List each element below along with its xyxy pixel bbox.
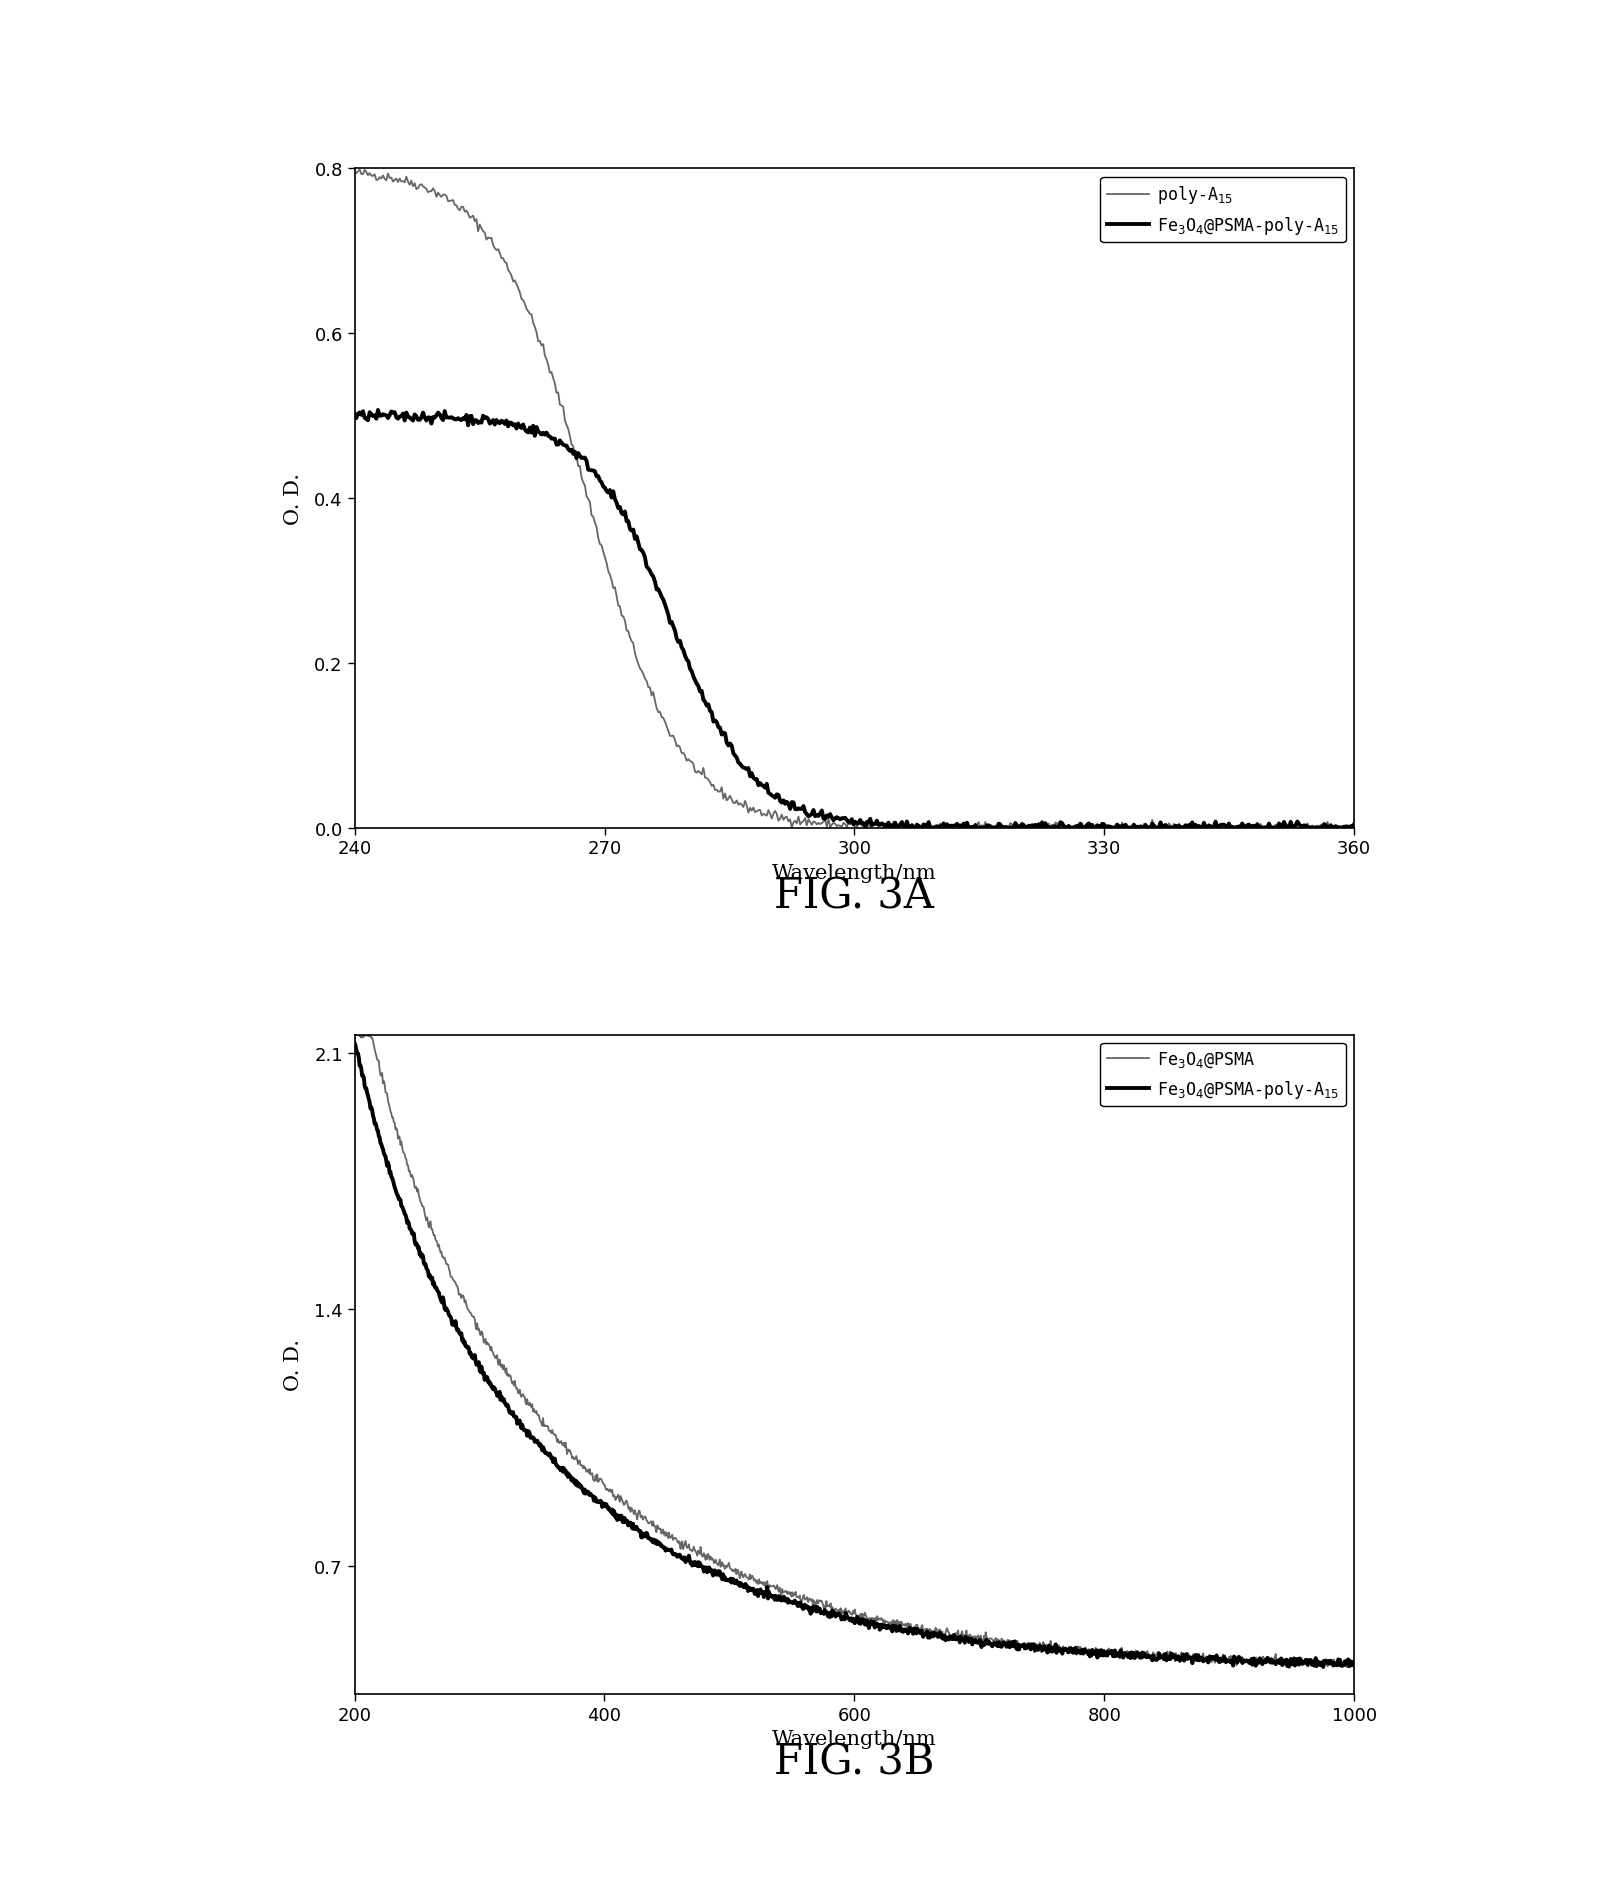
Fe$_3$O$_4$@PSMA-poly-A$_{15}$ <box>603 480 622 502</box>
poly-A$_{15}$ <box>524 312 543 335</box>
Fe$_3$O$_4$@PSMA-poly-A$_{15}$ <box>1314 1656 1333 1679</box>
Legend: poly-A$_{15}$, Fe$_3$O$_4$@PSMA-poly-A$_{15}$: poly-A$_{15}$, Fe$_3$O$_4$@PSMA-poly-A$_… <box>1099 177 1346 243</box>
Text: FIG. 3A: FIG. 3A <box>774 875 935 917</box>
Line: Fe$_3$O$_4$@PSMA: Fe$_3$O$_4$@PSMA <box>355 1035 1354 1667</box>
Fe$_3$O$_4$@PSMA <box>1344 1652 1364 1675</box>
poly-A$_{15}$ <box>782 817 801 839</box>
Y-axis label: O. D.: O. D. <box>284 472 303 525</box>
Fe$_3$O$_4$@PSMA-poly-A$_{15}$ <box>524 416 543 439</box>
Fe$_3$O$_4$@PSMA-poly-A$_{15}$ <box>1016 817 1035 839</box>
Fe$_3$O$_4$@PSMA-poly-A$_{15}$ <box>682 1551 701 1573</box>
poly-A$_{15}$ <box>350 160 369 183</box>
poly-A$_{15}$ <box>1344 817 1364 839</box>
Fe$_3$O$_4$@PSMA-poly-A$_{15}$ <box>891 1620 911 1643</box>
Fe$_3$O$_4$@PSMA-poly-A$_{15}$ <box>880 817 899 839</box>
Fe$_3$O$_4$@PSMA-poly-A$_{15}$ <box>1101 817 1120 839</box>
Fe$_3$O$_4$@PSMA <box>345 1024 364 1046</box>
Fe$_3$O$_4$@PSMA-poly-A$_{15}$ <box>513 1417 532 1440</box>
poly-A$_{15}$ <box>1101 815 1120 837</box>
X-axis label: Wavelength/nm: Wavelength/nm <box>772 1730 937 1748</box>
Fe$_3$O$_4$@PSMA <box>1336 1656 1356 1679</box>
Fe$_3$O$_4$@PSMA <box>477 1331 496 1353</box>
Line: Fe$_3$O$_4$@PSMA-poly-A$_{15}$: Fe$_3$O$_4$@PSMA-poly-A$_{15}$ <box>355 410 1354 828</box>
Line: Fe$_3$O$_4$@PSMA-poly-A$_{15}$: Fe$_3$O$_4$@PSMA-poly-A$_{15}$ <box>355 1045 1354 1667</box>
Fe$_3$O$_4$@PSMA-poly-A$_{15}$ <box>1344 1652 1364 1675</box>
Fe$_3$O$_4$@PSMA-poly-A$_{15}$ <box>345 1033 364 1056</box>
Fe$_3$O$_4$@PSMA-poly-A$_{15}$ <box>368 399 387 422</box>
Fe$_3$O$_4$@PSMA <box>682 1539 701 1562</box>
Fe$_3$O$_4$@PSMA-poly-A$_{15}$ <box>800 805 819 828</box>
Fe$_3$O$_4$@PSMA-poly-A$_{15}$ <box>779 1592 798 1615</box>
Text: FIG. 3B: FIG. 3B <box>774 1741 935 1782</box>
Fe$_3$O$_4$@PSMA <box>870 1607 890 1630</box>
Y-axis label: O. D.: O. D. <box>284 1338 303 1391</box>
Fe$_3$O$_4$@PSMA-poly-A$_{15}$ <box>477 1366 496 1389</box>
X-axis label: Wavelength/nm: Wavelength/nm <box>772 864 937 883</box>
Legend: Fe$_3$O$_4$@PSMA, Fe$_3$O$_4$@PSMA-poly-A$_{15}$: Fe$_3$O$_4$@PSMA, Fe$_3$O$_4$@PSMA-poly-… <box>1099 1043 1346 1107</box>
poly-A$_{15}$ <box>937 817 956 839</box>
Fe$_3$O$_4$@PSMA-poly-A$_{15}$ <box>870 1619 890 1641</box>
poly-A$_{15}$ <box>345 162 364 184</box>
Line: poly-A$_{15}$: poly-A$_{15}$ <box>355 171 1354 828</box>
Fe$_3$O$_4$@PSMA <box>891 1615 911 1637</box>
Fe$_3$O$_4$@PSMA <box>513 1383 532 1406</box>
Fe$_3$O$_4$@PSMA <box>779 1581 798 1603</box>
Fe$_3$O$_4$@PSMA-poly-A$_{15}$ <box>345 403 364 425</box>
poly-A$_{15}$ <box>801 811 821 834</box>
poly-A$_{15}$ <box>1016 817 1035 839</box>
poly-A$_{15}$ <box>603 578 622 600</box>
Fe$_3$O$_4$@PSMA-poly-A$_{15}$ <box>937 813 956 836</box>
Fe$_3$O$_4$@PSMA-poly-A$_{15}$ <box>1344 813 1364 836</box>
